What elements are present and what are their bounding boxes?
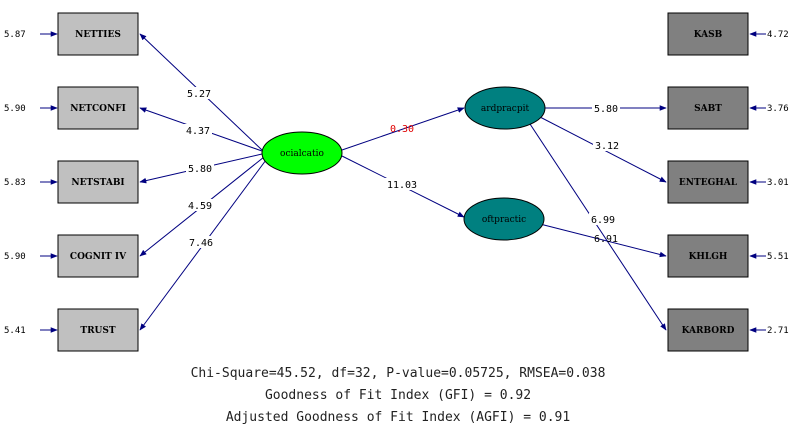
right-indicator-boxes [667,12,749,352]
indicator-box-netties[interactable] [57,12,139,56]
latent-social[interactable] [261,131,343,175]
indicator-box-netconfi[interactable] [57,86,139,130]
error-value: 5.51 [767,252,789,262]
coef-hard-karbord: 6.99 [591,215,615,226]
left-error-arrows [40,31,58,333]
coef-cognitiv: 4.59 [188,201,212,212]
coef-trust: 7.46 [189,238,213,249]
indicator-label: SABT [694,104,722,114]
indicator-label: NETCONFI [70,104,126,114]
coef-hard-sabt: 5.80 [594,104,618,115]
indicator-label: KHLGH [689,252,728,262]
indicator-box-cognitiv[interactable] [57,234,139,278]
latent-soft-label: oftpractic [482,215,526,225]
fit-stats-agfi: Adjusted Goodness of Fit Index (AGFI) = … [225,410,571,425]
indicator-box-khlgh[interactable] [667,234,749,278]
error-value: 3.01 [767,178,789,188]
indicator-label: TRUST [80,326,116,336]
latent-social-label: ocialcatio [280,149,324,159]
error-value: 2.71 [767,326,789,336]
error-value: 5.83 [4,178,26,188]
coef-soft-khlgh: 6.91 [594,234,618,245]
error-value: 5.90 [4,252,26,262]
latent-hard-label: ardpracpit [481,104,530,114]
error-value: 5.87 [4,30,26,40]
loading-coefficients: 5.27 4.37 5.80 4.59 7.46 [184,87,215,249]
latent-soft[interactable] [463,197,545,241]
fit-stats-gfi: Goodness of Fit Index (GFI) = 0.92 [264,388,532,403]
error-value: 3.76 [767,104,789,114]
latent-hard[interactable] [464,86,546,130]
coef-hard-enteghal: 3.12 [595,141,619,152]
indicator-box-sabt[interactable] [667,86,749,130]
coef-netconfi: 4.37 [186,126,210,137]
indicator-label: KASB [694,30,723,40]
indicator-box-enteghal[interactable] [667,160,749,204]
loading-arrow [529,123,667,331]
loading-arrow [539,223,667,258]
error-value: 5.90 [4,104,26,114]
indicator-label: NETSTABI [71,178,124,188]
coef-social-hard: 0.30 [390,124,414,135]
indicator-label: NETTIES [75,30,121,40]
coef-social-soft: 11.03 [387,180,417,191]
fit-stats-chi-square: Chi-Square=45.52, df=32, P-value=0.05725… [190,366,606,381]
indicator-label: KARBORD [682,326,735,336]
indicator-box-kasb[interactable] [667,12,749,56]
indicator-box-trust[interactable] [57,308,139,352]
path-social-hard [341,107,465,151]
indicator-label: COGNIT IV [70,252,127,262]
coef-netstabi: 5.80 [188,164,212,175]
path-diagram: 5.87 5.90 5.83 5.90 5.41 NETTIES NETCONF… [4,12,789,352]
error-value: 4.72 [767,30,789,40]
loading-arrows-left [139,33,267,331]
left-indicator-boxes [57,12,139,352]
indicator-box-netstabi[interactable] [57,160,139,204]
right-error-arrows [749,31,766,333]
indicator-label: ENTEGHAL [679,178,738,188]
coef-netties: 5.27 [187,89,211,100]
indicator-box-karbord[interactable] [667,308,749,352]
error-value: 5.41 [4,326,26,336]
